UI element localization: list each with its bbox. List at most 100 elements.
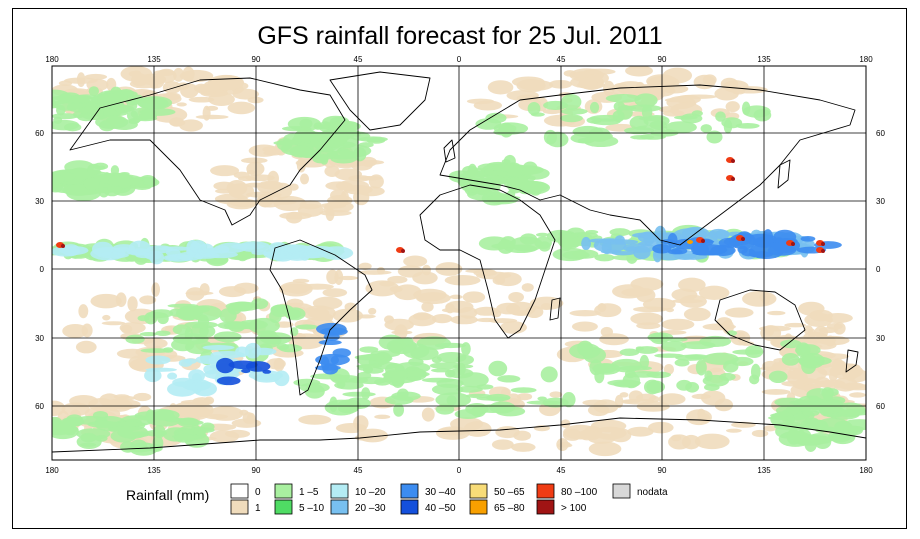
rain-patch — [643, 84, 676, 97]
rain-patch — [434, 342, 466, 349]
rain-patch — [763, 425, 777, 432]
rain-patch — [661, 318, 695, 331]
longitude-labels-bottom: 180 135 90 45 0 45 90 135 180 — [45, 466, 873, 475]
rain-patch — [246, 161, 265, 176]
rain-patch — [102, 314, 111, 321]
rain-patch — [298, 414, 332, 425]
rain-patch — [203, 364, 219, 375]
rain-patch — [119, 322, 146, 334]
rain-patch — [510, 387, 537, 393]
rain-patch — [667, 337, 688, 342]
lon-label-bottom: 135 — [757, 466, 771, 475]
rain-patch — [700, 124, 712, 133]
rain-patch — [359, 346, 379, 353]
rain-patch — [213, 331, 242, 343]
longitude-labels-top: 180 135 90 45 0 45 90 135 180 — [45, 55, 873, 64]
rain-patch — [592, 363, 617, 374]
rain-patch — [634, 93, 658, 108]
rain-patch — [571, 321, 598, 332]
rain-patch — [136, 96, 173, 110]
rain-patch — [588, 441, 622, 457]
landmass-eurasia — [439, 84, 856, 246]
rain-patch — [228, 321, 246, 333]
rain-patch — [431, 314, 453, 324]
rain-patch — [767, 415, 794, 420]
lon-label-top: 45 — [557, 55, 566, 64]
legend-swatch — [536, 499, 555, 515]
lat-label-right: 60 — [876, 402, 885, 411]
lat-label-left: 60 — [35, 129, 44, 138]
rain-patch — [171, 338, 195, 352]
rain-patch — [209, 430, 240, 443]
rain-patch — [800, 235, 816, 242]
legend-label: 20 –30 — [355, 503, 386, 514]
rain-patch — [348, 175, 372, 182]
legend-label: 5 –10 — [299, 503, 324, 514]
rain-patch — [295, 324, 318, 330]
rain-patch — [226, 198, 257, 210]
rain-patch — [244, 342, 262, 359]
rain-patch — [88, 86, 100, 97]
rain-patch — [133, 392, 152, 402]
rain-patch — [146, 245, 174, 254]
rain-patch — [537, 396, 547, 401]
rain-patch — [120, 66, 153, 82]
rain-patch — [203, 80, 222, 93]
rain-patch — [605, 93, 641, 103]
rain-patch — [358, 136, 388, 143]
rain-patch — [560, 114, 583, 123]
rain-patch — [623, 126, 655, 135]
rain-patch — [501, 159, 511, 164]
rain-patch — [768, 370, 788, 384]
rain-patch — [391, 391, 421, 401]
rain-patch — [630, 312, 664, 326]
rain-patch — [352, 130, 361, 137]
rain-patch — [232, 88, 259, 100]
rain-patch — [193, 426, 206, 436]
rain-patch — [238, 175, 256, 182]
rain-patch — [496, 302, 521, 315]
rain-patch — [162, 81, 182, 94]
rain-patch — [185, 291, 214, 296]
rain-patch — [188, 369, 205, 383]
rain-patch — [476, 396, 511, 401]
rain-patch — [184, 358, 197, 364]
rain-patch — [642, 297, 676, 311]
rain-patch — [578, 429, 596, 441]
rain-patch — [368, 307, 377, 315]
rain-patch — [190, 305, 211, 313]
rain-patch — [169, 117, 185, 127]
rain-patch — [619, 348, 640, 357]
rain-patch — [421, 407, 435, 422]
rain-patch — [761, 388, 791, 395]
rain-patch — [583, 135, 619, 148]
rain-patch — [542, 108, 562, 115]
rain-patch — [421, 301, 434, 312]
rain-patch — [296, 157, 306, 173]
rain-patch — [849, 392, 866, 398]
rain-patch — [818, 400, 835, 417]
rain-patch — [304, 384, 325, 399]
legend-swatch — [274, 483, 293, 499]
rain-patch — [629, 115, 649, 130]
rain-patch — [465, 403, 489, 415]
rain-patch — [805, 353, 815, 367]
rain-patch — [83, 177, 100, 190]
rain-patch — [387, 275, 408, 284]
rain-patch — [335, 423, 367, 434]
landmass-australia — [714, 289, 806, 351]
rain-patch — [658, 393, 686, 405]
rain-patch — [110, 165, 120, 176]
rain-patch — [728, 233, 757, 250]
rain-patch — [704, 370, 713, 382]
rain-patch — [583, 68, 616, 75]
rain-patch — [463, 421, 492, 437]
rain-patch — [767, 310, 786, 316]
rain-patch — [61, 416, 85, 427]
rain-patch — [320, 154, 329, 165]
rain-patch — [52, 400, 66, 417]
rain-patch — [842, 366, 859, 381]
rain-patch — [137, 315, 150, 322]
rain-patch — [322, 288, 348, 298]
rain-patch — [572, 249, 599, 259]
